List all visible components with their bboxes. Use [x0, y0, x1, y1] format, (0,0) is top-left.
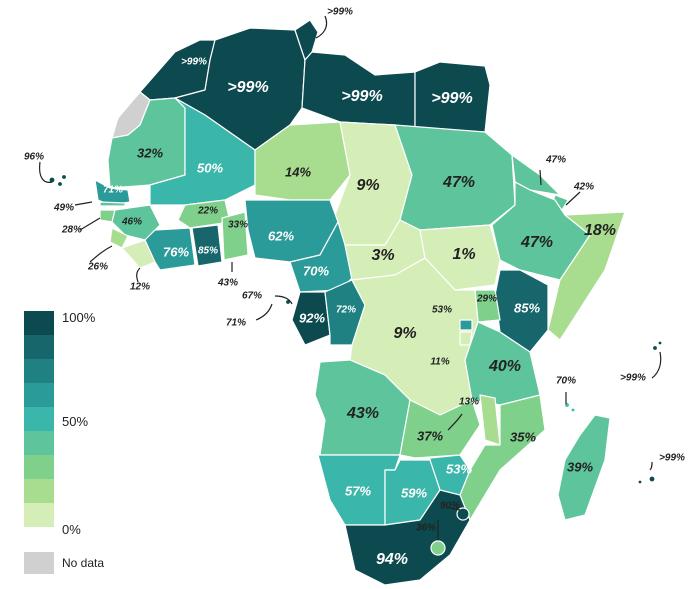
label-drc: 9% — [393, 325, 417, 342]
label-namibia: 57% — [344, 483, 372, 499]
region-niger — [254, 121, 351, 201]
legend-swatch-9 — [24, 311, 54, 335]
label-madagascar: 39% — [566, 459, 594, 475]
legend-swatch-6 — [24, 383, 54, 407]
legend-swatch-2 — [24, 479, 54, 503]
region-senegal — [94, 179, 131, 206]
legend-swatch-5 — [24, 407, 54, 431]
label-guinea-bissau-callout: 28% — [61, 224, 83, 236]
label-angola: 43% — [346, 405, 380, 422]
island-dot — [60, 173, 68, 181]
label-gabon: 92% — [298, 310, 326, 326]
label-cameroon: 70% — [302, 263, 330, 279]
region-lesotho — [430, 540, 446, 556]
island-dot — [657, 340, 663, 346]
label-south-africa: 94% — [375, 551, 409, 568]
region-gabon — [291, 291, 331, 346]
region-ghana — [191, 224, 223, 267]
label-tunisia-callout: >99% — [327, 6, 353, 18]
label-zambia: 37% — [416, 428, 444, 444]
label-mali: 50% — [196, 160, 224, 176]
label-ivory-callout: 43% — [217, 277, 239, 289]
label-guinea: 46% — [121, 216, 143, 228]
label-liberia-callout: 12% — [129, 281, 151, 293]
legend-label-mid: 50% — [62, 414, 89, 429]
label-botswana: 59% — [400, 485, 428, 501]
legend-label-top: 100% — [62, 310, 96, 325]
region-madagascar — [557, 414, 611, 521]
region-eswatini — [456, 507, 470, 521]
label-egypt: >99% — [431, 90, 473, 107]
region-cape-verde — [48, 176, 56, 184]
label-eq-guinea-callout: 67% — [241, 290, 263, 302]
region-mauritania — [107, 97, 186, 189]
legend-swatch-nodata — [24, 552, 54, 574]
legend-swatch-8 — [24, 335, 54, 359]
label-south-sudan: 1% — [452, 246, 476, 263]
label-burkina: 22% — [197, 205, 219, 217]
label-cote-divoire: 76% — [162, 244, 190, 260]
label-malawi-callout: 13% — [458, 396, 480, 408]
label-djibouti-callout: 42% — [573, 181, 595, 193]
label-eritrea-callout: 47% — [545, 154, 567, 166]
label-algeria: >99% — [227, 79, 269, 96]
label-nigeria: 62% — [267, 228, 295, 244]
label-congo: 72% — [335, 304, 357, 316]
label-libya: >99% — [341, 88, 383, 105]
region-mauritius — [648, 475, 656, 483]
label-sierra-leone-callout: 26% — [87, 261, 109, 273]
label-tanzania: 40% — [488, 358, 522, 375]
label-eswatini-callout: 90% — [439, 500, 461, 512]
label-chad: 9% — [356, 177, 380, 194]
label-morocco: >99% — [181, 56, 207, 68]
label-burundi-callout: 11% — [430, 356, 450, 368]
region-comoros — [563, 401, 571, 409]
region-zambia — [399, 399, 481, 459]
label-gambia-callout: 49% — [53, 202, 75, 214]
region-tunisia — [294, 19, 319, 61]
region-somalia — [547, 211, 626, 341]
label-mauritania: 32% — [136, 145, 164, 161]
region-eritrea — [511, 154, 561, 196]
label-cape-verde-callout: 96% — [23, 151, 45, 163]
island-dot — [570, 407, 576, 413]
label-mozambique: 35% — [509, 429, 537, 445]
region-gambia — [99, 201, 126, 207]
label-mauritius-callout: >99% — [659, 452, 685, 464]
label-uganda: 29% — [476, 293, 498, 305]
legend-swatch-7 — [24, 359, 54, 383]
label-lesotho-callout: 36% — [415, 522, 437, 534]
label-ghana: 85% — [197, 245, 219, 257]
label-car: 3% — [371, 247, 395, 264]
label-rwanda-callout: 53% — [431, 304, 453, 316]
label-somalia: 18% — [583, 222, 617, 239]
legend-label-bottom: 0% — [62, 522, 81, 537]
label-togo-benin: 33% — [227, 219, 249, 231]
label-zimbabwe: 53% — [445, 461, 473, 477]
label-niger: 14% — [284, 164, 312, 180]
legend-swatch-1 — [24, 503, 54, 527]
label-seychelles-callout: >99% — [620, 372, 646, 384]
region-burkina — [177, 199, 231, 229]
region-seychelles — [651, 344, 659, 352]
label-sao-tome-callout: 71% — [225, 317, 247, 329]
legend-swatch-4 — [24, 431, 54, 455]
label-comoros-callout: 70% — [555, 375, 577, 387]
label-kenya: 85% — [513, 300, 541, 316]
label-ethiopia: 47% — [520, 234, 554, 251]
region-south-africa — [344, 489, 471, 586]
legend-swatch-3 — [24, 455, 54, 479]
island-dot — [637, 479, 643, 485]
label-senegal: 71% — [102, 184, 124, 196]
legend-label-nodata: No data — [62, 556, 105, 570]
callout-arrows — [39, 15, 662, 540]
island-dot — [56, 180, 64, 188]
region-rwanda — [459, 319, 473, 331]
label-sudan: 47% — [442, 174, 476, 191]
region-togo-benin — [221, 211, 249, 261]
